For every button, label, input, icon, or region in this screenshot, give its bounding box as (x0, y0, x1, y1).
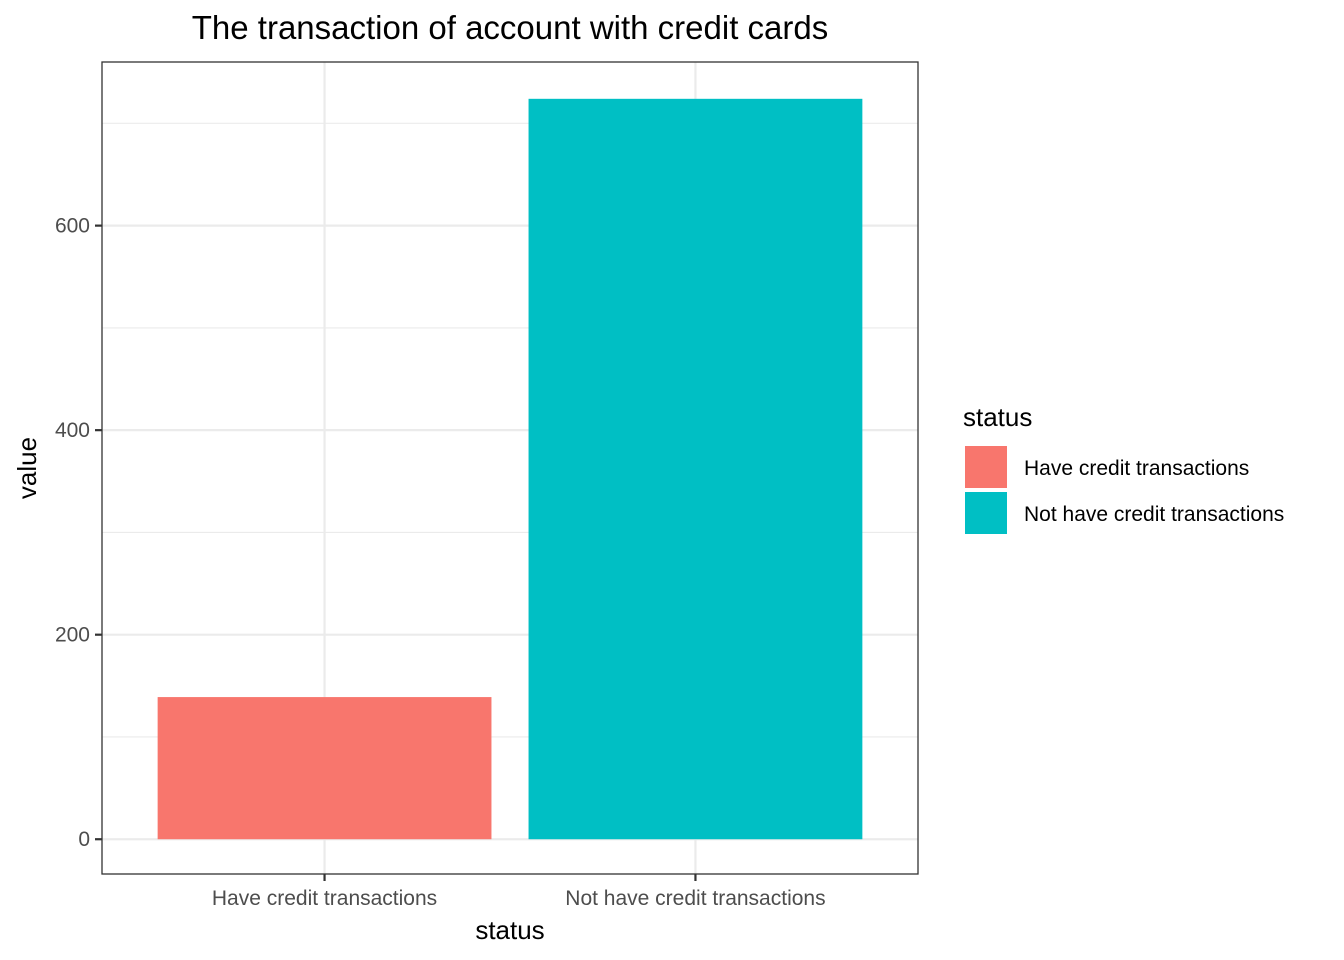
legend-label-1: Have credit transactions (1024, 457, 1249, 480)
bars (157, 98, 863, 840)
bar-2 (528, 98, 863, 840)
legend: status Have credit transactions Not have … (963, 402, 1284, 534)
y-tick-label: 0 (78, 828, 90, 851)
legend-items: Have credit transactions Not have credit … (965, 446, 1284, 534)
panel-border (101, 61, 919, 875)
plot-panel (101, 61, 919, 875)
x-tick-label: Have credit transactions (212, 887, 437, 910)
y-axis-title: value (12, 437, 42, 499)
legend-key-1 (965, 446, 1007, 488)
legend-label-2: Not have credit transactions (1024, 503, 1284, 526)
y-tick-label: 600 (55, 215, 90, 238)
legend-key-2 (965, 492, 1007, 534)
y-tick-label: 200 (55, 624, 90, 647)
x-tick-label: Not have credit transactions (565, 887, 825, 910)
y-tick-label: 400 (55, 419, 90, 442)
legend-title: status (963, 402, 1032, 432)
bar-1 (157, 697, 492, 840)
axes: 0 200 400 600 Have credit transactions Not ha… (55, 215, 826, 910)
chart-title: The transaction of account with credit c… (192, 9, 828, 46)
x-axis-title: status (475, 915, 544, 945)
